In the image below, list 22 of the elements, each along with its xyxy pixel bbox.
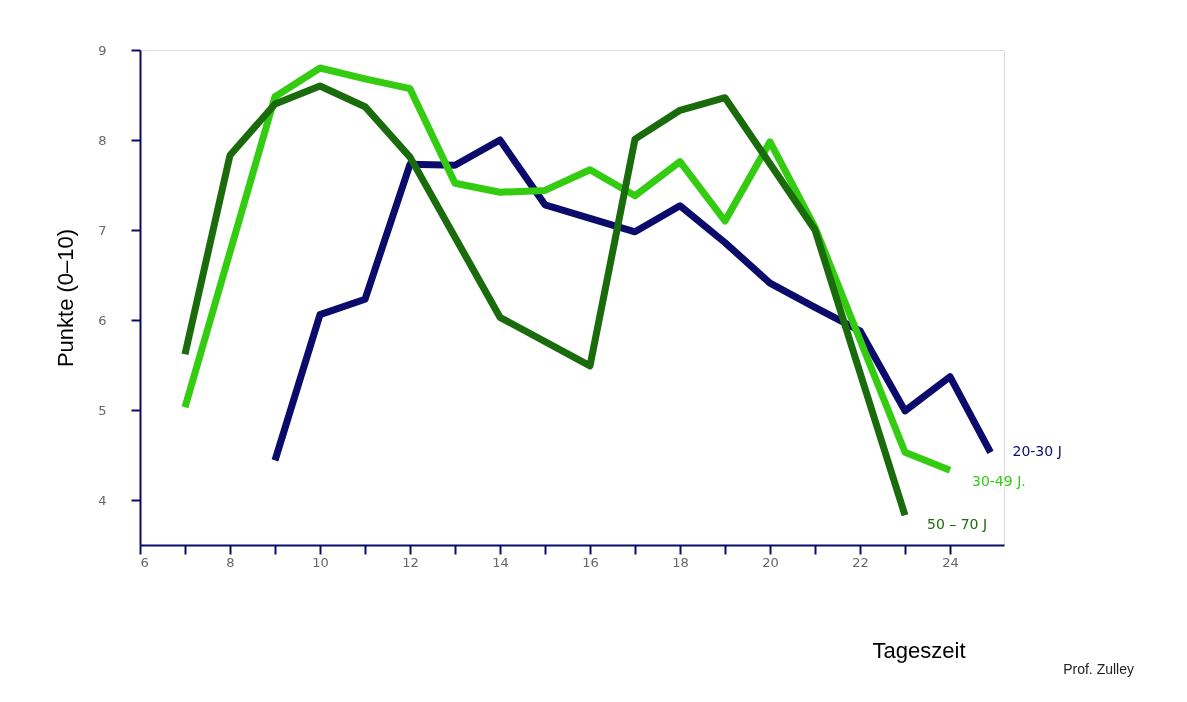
- x-tick-label: 14: [492, 554, 509, 570]
- x-tick-label: 8: [226, 554, 235, 570]
- y-tick-label: 8: [98, 132, 107, 148]
- series-label: 20-30 J: [1012, 443, 1062, 460]
- x-tick-label: 18: [672, 554, 689, 570]
- series-label: 30-49 J.: [972, 473, 1026, 490]
- x-tick-label: 10: [312, 554, 329, 570]
- x-tick-label: 6: [140, 554, 149, 570]
- x-tick-label: 16: [582, 554, 599, 570]
- x-tick-label: 12: [402, 554, 419, 570]
- series-label: 50 – 70 J: [927, 516, 988, 533]
- y-tick-label: 7: [98, 222, 107, 238]
- y-axis-title: Punkte (0–10): [53, 228, 79, 368]
- y-tick-label: 5: [98, 402, 107, 418]
- text: Prof. Zulley: [1063, 661, 1134, 677]
- x-tick-label: 20: [762, 554, 779, 570]
- x-tick-label: 24: [942, 554, 959, 570]
- y-tick-label: 4: [98, 492, 107, 508]
- x-tick-label: 22: [852, 554, 869, 570]
- x-axis-title: Tageszeit: [872, 637, 966, 663]
- y-tick-label: 6: [98, 312, 107, 328]
- y-tick-label: 9: [98, 42, 107, 58]
